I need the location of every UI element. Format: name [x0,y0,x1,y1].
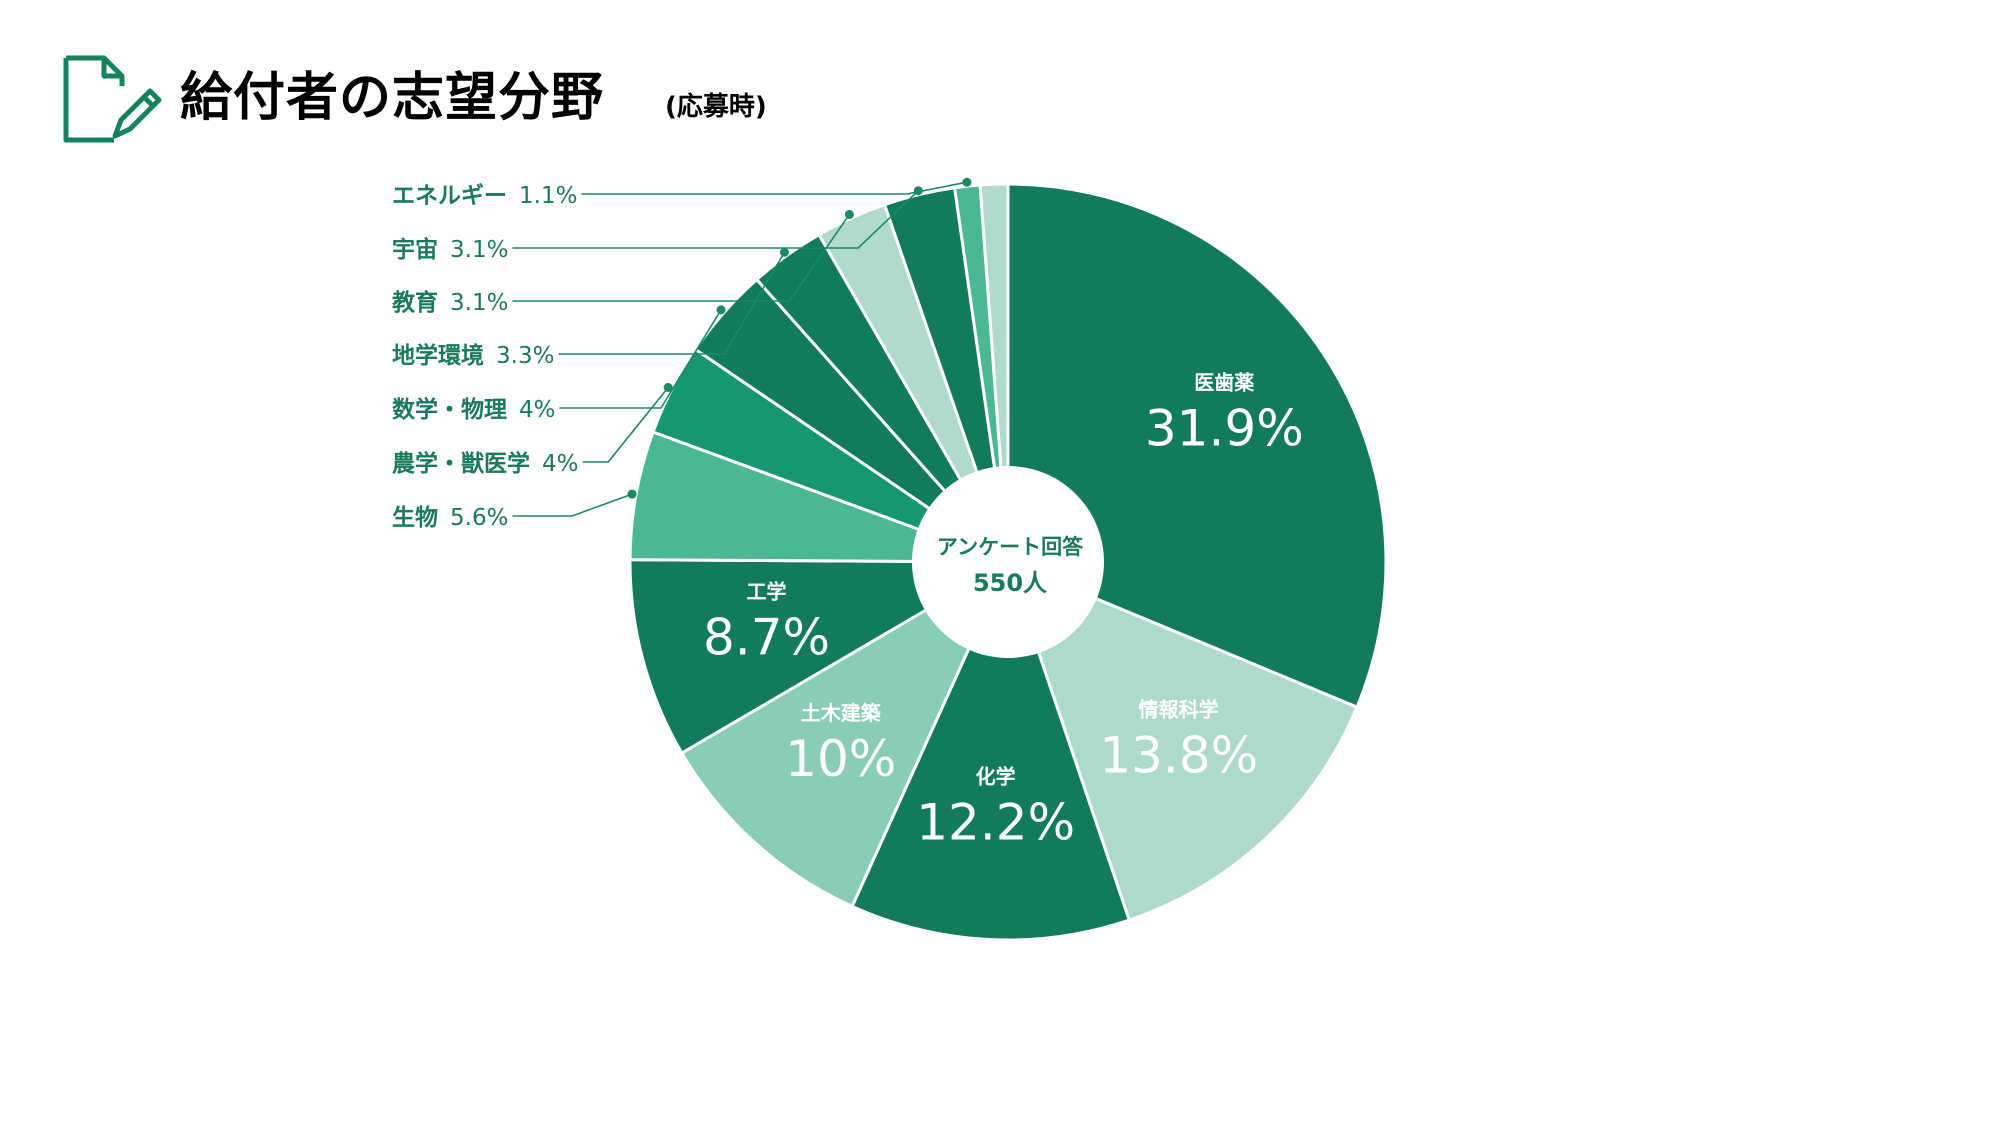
outside-label-7: 数学・物理 4% [392,396,556,423]
outside-label-9: 教育 3.1% [392,289,508,316]
center-value: 550人 [973,569,1047,597]
leader-line-11 [581,181,968,195]
slice-value-label-2: 12.2% [916,794,1075,852]
callouts-layer: エネルギー 1.1%宇宙 3.1%教育 3.1%地学環境 3.3%数学・物理 4%農学・獣… [392,177,972,531]
leader-dot-7 [716,305,726,315]
leader-line-8 [558,251,786,355]
center-label: アンケート回答 [937,535,1084,559]
leader-line-7 [559,309,722,409]
outside-label-name-10: 宇宙 [392,236,438,263]
leader-line-10 [512,190,919,249]
outside-label-name-9: 教育 [392,289,438,316]
outside-label-name-8: 地学環境 [392,342,484,369]
leader-line-6 [582,386,669,463]
leader-dot-8 [779,247,789,257]
outside-label-value-5: 5.6% [450,505,508,531]
slice-category-label-2: 化学 [976,765,1016,789]
leader-dot-9 [844,210,854,219]
outside-label-6: 農学・獣医学 4% [392,450,579,477]
leader-line-5 [512,493,633,517]
outside-label-value-11: 1.1% [519,183,577,209]
labels-layer: 医歯薬 31.9% 情報科学 13.8% 化学 12.2% 土木建築 10% 工学 8.7% [703,371,1304,852]
leader-dot-11 [962,177,972,187]
leader-line-9 [512,214,851,302]
center-hole-layer: アンケート回答 550人 [912,466,1104,658]
outside-label-value-7: 4% [519,397,556,423]
slice-category-label-4: 工学 [747,580,787,604]
outside-label-value-10: 3.1% [450,237,508,263]
outside-label-value-9: 3.1% [450,290,508,316]
slice-value-label-3: 10% [785,730,896,788]
outside-label-value-8: 3.3% [496,343,554,369]
chart-subtitle: (応募時) [665,92,767,122]
outside-label-10: 宇宙 3.1% [392,236,508,263]
pie-slice-3 [679,558,1012,909]
outside-label-5: 生物 5.6% [392,504,508,531]
outside-label-name-6: 農学・獣医学 [392,450,530,477]
slice-category-label-1: 情報科学 [1139,698,1219,722]
pie-slice-1 [1005,559,1359,922]
slice-category-label-0: 医歯薬 [1194,371,1254,395]
leader-dot-6 [663,383,673,392]
slices-layer [628,182,1388,942]
slice-value-label-1: 13.8% [1099,727,1258,785]
leader-dot-5 [627,489,637,499]
outside-label-11: エネルギー 1.1% [392,183,577,209]
slice-value-label-4: 8.7% [703,609,830,667]
leader-dot-10 [913,186,923,196]
pie-slice-2 [850,557,1132,942]
outside-label-value-6: 4% [542,451,579,477]
outside-label-8: 地学環境 3.3% [392,342,554,369]
pie-slice-4 [628,558,1014,756]
slice-value-label-0: 31.9% [1145,400,1304,458]
slice-category-label-3: 土木建築 [801,701,882,725]
center-hole [912,466,1104,658]
outside-label-name-7: 数学・物理 [392,396,507,423]
outside-label-name-11: エネルギー [392,183,507,209]
chart-title: 給付者の志望分野 [180,68,605,128]
outside-label-name-5: 生物 [392,504,438,531]
document-pencil-icon [63,55,162,143]
